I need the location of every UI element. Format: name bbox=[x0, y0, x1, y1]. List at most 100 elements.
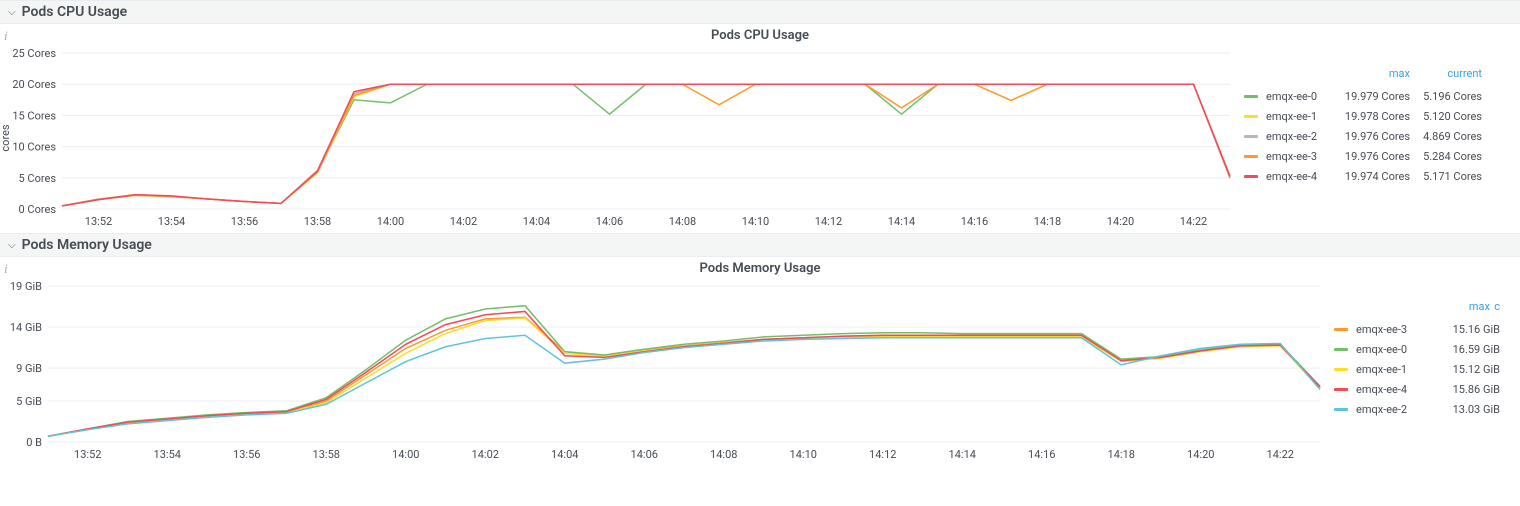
svg-text:14:08: 14:08 bbox=[710, 448, 737, 461]
legend-row[interactable]: emqx-ee-415.86 GiB bbox=[1330, 379, 1500, 399]
legend-swatch bbox=[1334, 408, 1348, 411]
legend-max-value: 15.86 GiB bbox=[1428, 383, 1500, 396]
legend-series-name: emqx-ee-0 bbox=[1356, 343, 1428, 356]
legend-row[interactable]: emqx-ee-016.59 GiB bbox=[1330, 339, 1500, 359]
legend-max-value: 13.03 GiB bbox=[1428, 403, 1500, 416]
legend-header[interactable]: c bbox=[1490, 300, 1500, 313]
legend-current-value: 5.284 Cores bbox=[1410, 150, 1482, 163]
legend-row[interactable]: emqx-ee-319.976 Cores5.284 Cores bbox=[1240, 146, 1482, 166]
legend-series-name: emqx-ee-4 bbox=[1356, 383, 1428, 396]
svg-text:14 GiB: 14 GiB bbox=[10, 321, 42, 334]
panel-title-cpu: Pods CPU Usage bbox=[0, 24, 1520, 43]
section-header-mem[interactable]: ⌵ Pods Memory Usage bbox=[0, 233, 1520, 257]
svg-text:25 Cores: 25 Cores bbox=[12, 47, 56, 60]
legend-series-name: emqx-ee-1 bbox=[1356, 363, 1428, 376]
svg-text:13:58: 13:58 bbox=[304, 215, 331, 228]
section-header-cpu[interactable]: ⌵ Pods CPU Usage bbox=[0, 0, 1520, 24]
legend-swatch bbox=[1334, 368, 1348, 371]
panel-mem: i Pods Memory Usage 0 B5 GiB9 GiB14 GiB1… bbox=[0, 257, 1520, 466]
legend-header[interactable]: max bbox=[1338, 67, 1410, 80]
svg-text:13:58: 13:58 bbox=[313, 448, 340, 461]
section-title-cpu: Pods CPU Usage bbox=[22, 4, 128, 20]
svg-text:14:18: 14:18 bbox=[1108, 448, 1135, 461]
svg-text:20 Cores: 20 Cores bbox=[12, 78, 56, 91]
legend-max-value: 19.976 Cores bbox=[1338, 130, 1410, 143]
legend-series-name: emqx-ee-2 bbox=[1266, 130, 1338, 143]
svg-text:13:54: 13:54 bbox=[158, 215, 185, 228]
legend-current-value: 4.869 Cores bbox=[1410, 130, 1482, 143]
legend-max-value: 19.976 Cores bbox=[1338, 150, 1410, 163]
svg-text:14:20: 14:20 bbox=[1107, 215, 1134, 228]
legend-max-value: 19.974 Cores bbox=[1338, 170, 1410, 183]
svg-text:14:12: 14:12 bbox=[815, 215, 842, 228]
mem-chart[interactable]: 0 B5 GiB9 GiB14 GiB19 GiB13:5213:5413:56… bbox=[0, 276, 1330, 466]
svg-text:13:52: 13:52 bbox=[85, 215, 112, 228]
legend-headers: maxc bbox=[1330, 300, 1500, 313]
svg-text:19 GiB: 19 GiB bbox=[10, 280, 42, 293]
cpu-legend: maxcurrent emqx-ee-019.979 Cores5.196 Cor… bbox=[1240, 43, 1492, 233]
svg-text:14:22: 14:22 bbox=[1180, 215, 1207, 228]
legend-swatch bbox=[1244, 95, 1258, 98]
legend-header[interactable]: max bbox=[1432, 300, 1490, 313]
svg-text:14:14: 14:14 bbox=[888, 215, 915, 228]
svg-text:14:10: 14:10 bbox=[790, 448, 817, 461]
legend-max-value: 16.59 GiB bbox=[1428, 343, 1500, 356]
legend-swatch bbox=[1334, 388, 1348, 391]
legend-max-value: 19.979 Cores bbox=[1338, 90, 1410, 103]
svg-text:14:16: 14:16 bbox=[1028, 448, 1055, 461]
section-cpu: ⌵ Pods CPU Usage i Pods CPU Usage cores … bbox=[0, 0, 1520, 233]
svg-text:9 GiB: 9 GiB bbox=[16, 362, 42, 375]
svg-text:14:14: 14:14 bbox=[949, 448, 976, 461]
info-icon[interactable]: i bbox=[4, 261, 8, 277]
legend-max-value: 19.978 Cores bbox=[1338, 110, 1410, 123]
legend-swatch bbox=[1334, 348, 1348, 351]
svg-text:13:52: 13:52 bbox=[74, 448, 101, 461]
legend-series-name: emqx-ee-4 bbox=[1266, 170, 1338, 183]
svg-text:14:00: 14:00 bbox=[392, 448, 419, 461]
svg-text:14:02: 14:02 bbox=[450, 215, 477, 228]
legend-series-name: emqx-ee-3 bbox=[1356, 323, 1428, 336]
section-mem: ⌵ Pods Memory Usage i Pods Memory Usage … bbox=[0, 233, 1520, 466]
legend-swatch bbox=[1244, 135, 1258, 138]
svg-text:14:04: 14:04 bbox=[523, 215, 550, 228]
legend-series-name: emqx-ee-2 bbox=[1356, 403, 1428, 416]
svg-text:13:56: 13:56 bbox=[231, 215, 258, 228]
svg-text:14:06: 14:06 bbox=[596, 215, 623, 228]
svg-text:14:06: 14:06 bbox=[631, 448, 658, 461]
legend-swatch bbox=[1244, 115, 1258, 118]
section-title-mem: Pods Memory Usage bbox=[22, 237, 152, 253]
svg-text:14:10: 14:10 bbox=[742, 215, 769, 228]
legend-series-name: emqx-ee-3 bbox=[1266, 150, 1338, 163]
cpu-chart[interactable]: 0 Cores5 Cores10 Cores15 Cores20 Cores25… bbox=[0, 43, 1240, 233]
svg-text:14:02: 14:02 bbox=[472, 448, 499, 461]
legend-max-value: 15.16 GiB bbox=[1428, 323, 1500, 336]
legend-header[interactable]: current bbox=[1410, 67, 1482, 80]
svg-text:14:20: 14:20 bbox=[1187, 448, 1214, 461]
legend-current-value: 5.171 Cores bbox=[1410, 170, 1482, 183]
mem-chart-frame: 0 B5 GiB9 GiB14 GiB19 GiB13:5213:5413:56… bbox=[0, 276, 1330, 466]
legend-row[interactable]: emqx-ee-419.974 Cores5.171 Cores bbox=[1240, 166, 1482, 186]
svg-text:10 Cores: 10 Cores bbox=[12, 141, 56, 154]
legend-row[interactable]: emqx-ee-213.03 GiB bbox=[1330, 399, 1500, 419]
svg-text:5 GiB: 5 GiB bbox=[16, 395, 42, 408]
svg-text:13:56: 13:56 bbox=[233, 448, 260, 461]
svg-text:15 Cores: 15 Cores bbox=[12, 109, 56, 122]
legend-series-name: emqx-ee-0 bbox=[1266, 90, 1338, 103]
legend-row[interactable]: emqx-ee-315.16 GiB bbox=[1330, 319, 1500, 339]
svg-text:14:00: 14:00 bbox=[377, 215, 404, 228]
info-icon[interactable]: i bbox=[4, 28, 8, 44]
legend-row[interactable]: emqx-ee-219.976 Cores4.869 Cores bbox=[1240, 126, 1482, 146]
chevron-down-icon: ⌵ bbox=[8, 240, 16, 251]
legend-row[interactable]: emqx-ee-019.979 Cores5.196 Cores bbox=[1240, 86, 1482, 106]
legend-series-name: emqx-ee-1 bbox=[1266, 110, 1338, 123]
panel-cpu: i Pods CPU Usage cores 0 Cores5 Cores10 … bbox=[0, 24, 1520, 233]
legend-current-value: 5.196 Cores bbox=[1410, 90, 1482, 103]
svg-text:14:04: 14:04 bbox=[551, 448, 578, 461]
legend-row[interactable]: emqx-ee-119.978 Cores5.120 Cores bbox=[1240, 106, 1482, 126]
legend-swatch bbox=[1334, 328, 1348, 331]
svg-text:14:18: 14:18 bbox=[1034, 215, 1061, 228]
svg-text:13:54: 13:54 bbox=[154, 448, 181, 461]
legend-row[interactable]: emqx-ee-115.12 GiB bbox=[1330, 359, 1500, 379]
svg-text:14:08: 14:08 bbox=[669, 215, 696, 228]
svg-text:14:16: 14:16 bbox=[961, 215, 988, 228]
